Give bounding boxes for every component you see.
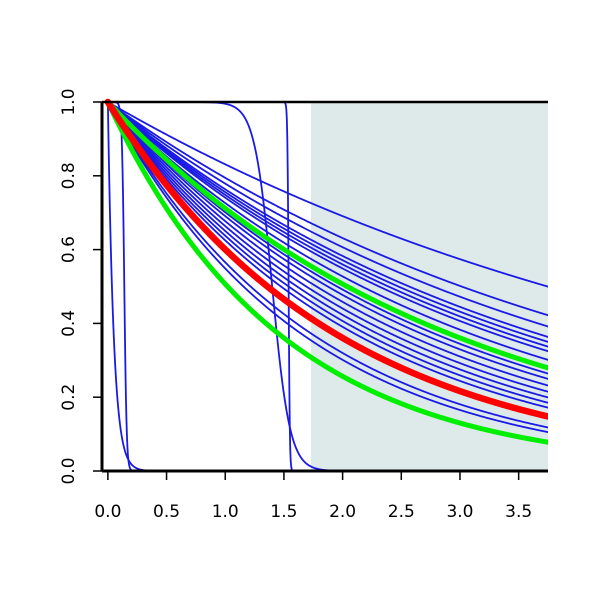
y-tick-label-4: 0.8 [59,162,79,189]
series-line-5 [106,101,548,348]
series-line-15 [106,101,548,409]
x-tick-label-1: 0.5 [153,502,180,522]
y-tick-label-1: 0.2 [59,384,79,411]
series-line-16 [106,101,548,429]
series-line-4 [106,101,548,343]
series-line-17 [106,101,548,434]
series-line-13 [106,101,548,399]
x-tick-label-0: 0.0 [94,502,121,522]
x-tick-label-3: 1.5 [270,502,297,522]
series-line-7 [106,101,548,361]
series-line-11 [106,101,548,387]
series-line-6 [106,101,548,353]
y-tick-label-3: 0.6 [59,236,79,263]
y-tick-label-2: 0.4 [59,310,79,337]
series-line-2 [106,101,548,328]
series-line-22 [105,99,548,371]
series-line-12 [106,101,548,393]
y-tick-label-5: 1.0 [59,88,79,115]
series-line-1 [106,101,548,317]
y-tick-label-0: 0.0 [59,457,79,484]
series-line-14 [106,101,548,404]
x-tick-label-4: 2.0 [329,502,356,522]
series-line-10 [106,101,548,380]
axes-layer: 0.0 0.5 1.0 1.5 2.0 2.5 3.0 3.5 0.0 0.2 0.4 0.6 0.8 1… [59,88,548,522]
series-line-3 [106,101,548,338]
series-line-0 [106,101,548,288]
x-tick-label-6: 3.0 [446,502,473,522]
series-line-24 [104,98,548,420]
x-tick-label-5: 2.5 [388,502,415,522]
x-tick-label-7: 3.5 [505,502,532,522]
x-tick-label-2: 1.0 [212,502,239,522]
series-line-23 [105,99,548,445]
